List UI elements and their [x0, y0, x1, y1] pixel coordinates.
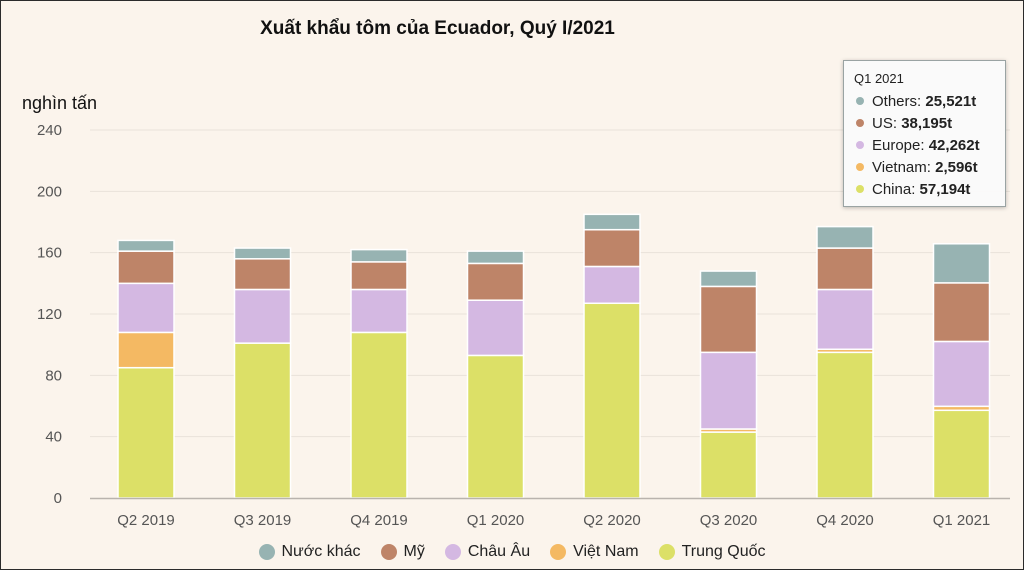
- tooltip-row: Vietnam: 2,596t: [854, 156, 995, 178]
- tooltip-marker-icon: [856, 141, 864, 149]
- bar-segment: [699, 431, 758, 499]
- tooltip-marker-icon: [856, 163, 864, 171]
- chart-title: Xuất khẩu tôm của Ecuador, Quý I/2021: [260, 18, 615, 39]
- legend-label: Mỹ: [403, 543, 425, 560]
- bar-segment: [117, 250, 175, 285]
- bar-segment: [699, 285, 758, 354]
- legend-marker-icon: [258, 544, 275, 560]
- bar-segment: [932, 282, 991, 343]
- legend-item[interactable]: Châu Âu: [444, 543, 531, 561]
- x-tick-label: Q1 2020: [467, 512, 525, 529]
- tooltip-series-value: 25,521t: [925, 92, 977, 110]
- bar-segment: [699, 270, 758, 288]
- tooltip-series-value: 2,596t: [935, 158, 978, 176]
- tooltip-series-value: 42,262t: [928, 136, 980, 154]
- tooltip-series-name: Europe: [872, 136, 921, 154]
- bar-segment: [583, 302, 641, 499]
- tooltip-series-name: China: [872, 180, 912, 198]
- bar-segment: [466, 299, 525, 357]
- bar-segment: [466, 354, 525, 499]
- y-tick-label: 80: [45, 367, 62, 384]
- x-tick-label: Q1 2021: [933, 512, 991, 529]
- bar-segment: [233, 247, 292, 260]
- bar-segment: [932, 409, 991, 499]
- y-tick-label: 120: [37, 306, 62, 323]
- legend: Nước khác Mỹ Châu Âu Việt Nam Trung Quốc: [0, 543, 1024, 561]
- bar-segment: [932, 340, 991, 408]
- tooltip-marker-icon: [856, 97, 864, 105]
- x-tick-label: Q3 2019: [234, 512, 292, 529]
- bar-segment: [816, 247, 874, 291]
- bar-segment: [583, 228, 641, 268]
- bar-segment: [816, 351, 874, 499]
- y-axis-label: nghìn tấn: [22, 93, 98, 113]
- tooltip-separator: :: [917, 92, 926, 110]
- legend-label: Trung Quốc: [681, 543, 766, 560]
- legend-label: Việt Nam: [573, 543, 639, 560]
- legend-item[interactable]: Việt Nam: [550, 543, 639, 561]
- x-tick-label: Q2 2019: [117, 512, 175, 529]
- bar-segment: [816, 225, 874, 249]
- legend-label: Nước khác: [281, 543, 361, 560]
- legend-marker-icon: [444, 544, 461, 560]
- tooltip-separator: :: [892, 114, 902, 132]
- y-tick-label: 40: [45, 429, 62, 446]
- bar-segment: [350, 248, 408, 263]
- legend-item[interactable]: Trung Quốc: [658, 543, 766, 561]
- bar-segment: [350, 331, 408, 499]
- tooltip-row: US: 38,195t: [854, 112, 995, 134]
- bar-segment: [583, 213, 641, 231]
- tooltip-marker-icon: [856, 185, 864, 193]
- bar-segment: [350, 288, 408, 334]
- bar-segment: [233, 342, 292, 499]
- x-tick-label: Q4 2019: [350, 512, 408, 529]
- tooltip-marker-icon: [856, 119, 864, 127]
- tooltip-separator: :: [920, 136, 929, 154]
- x-tick-label: Q2 2020: [583, 512, 641, 529]
- bar-segment: [117, 282, 175, 334]
- legend-label: Châu Âu: [467, 543, 531, 560]
- bar-segment: [583, 265, 641, 305]
- bar-segment: [466, 262, 525, 301]
- tooltip-row: China: 57,194t: [854, 178, 995, 200]
- tooltip-series-name: US: [872, 114, 893, 132]
- y-tick-label: 240: [37, 122, 62, 139]
- x-tick-label: Q4 2020: [816, 512, 874, 529]
- bar-segment: [117, 366, 175, 499]
- tooltip-series-value: 38,195t: [901, 114, 953, 132]
- y-tick-label: 0: [54, 490, 62, 507]
- bar-segment: [932, 243, 991, 284]
- legend-item[interactable]: Nước khác: [258, 543, 361, 561]
- legend-marker-icon: [658, 544, 675, 560]
- tooltip-row: Others: 25,521t: [854, 90, 995, 112]
- x-tick-label: Q3 2020: [700, 512, 758, 529]
- tooltip-separator: :: [911, 180, 920, 198]
- bar-segment: [816, 288, 874, 351]
- tooltip: Q1 2021 Others: 25,521t US: 38,195t Europe…: [843, 60, 1006, 207]
- y-tick-label: 200: [37, 183, 62, 200]
- legend-marker-icon: [380, 544, 397, 560]
- bar-segment: [699, 351, 758, 430]
- legend-marker-icon: [550, 544, 567, 560]
- tooltip-series-name: Others: [872, 92, 918, 110]
- chart-plot-area: 0 40 80 120 160 200 240 Q2 2019 Q3 2019 Q4 2019 Q1…: [37, 122, 1010, 529]
- tooltip-separator: :: [926, 158, 936, 176]
- tooltip-series-name: Vietnam: [872, 158, 927, 176]
- legend-item[interactable]: Mỹ: [380, 543, 425, 561]
- bar-segment: [350, 261, 408, 291]
- bar-segment: [466, 250, 525, 265]
- tooltip-row: Europe: 42,262t: [854, 134, 995, 156]
- tooltip-header: Q1 2021: [854, 71, 904, 86]
- bar-segment: [233, 288, 292, 344]
- bar-segment: [233, 258, 292, 291]
- tooltip-series-value: 57,194t: [919, 180, 971, 198]
- y-tick-label: 160: [37, 245, 62, 262]
- bar-segment: [117, 331, 175, 369]
- bar-segment: [117, 239, 175, 252]
